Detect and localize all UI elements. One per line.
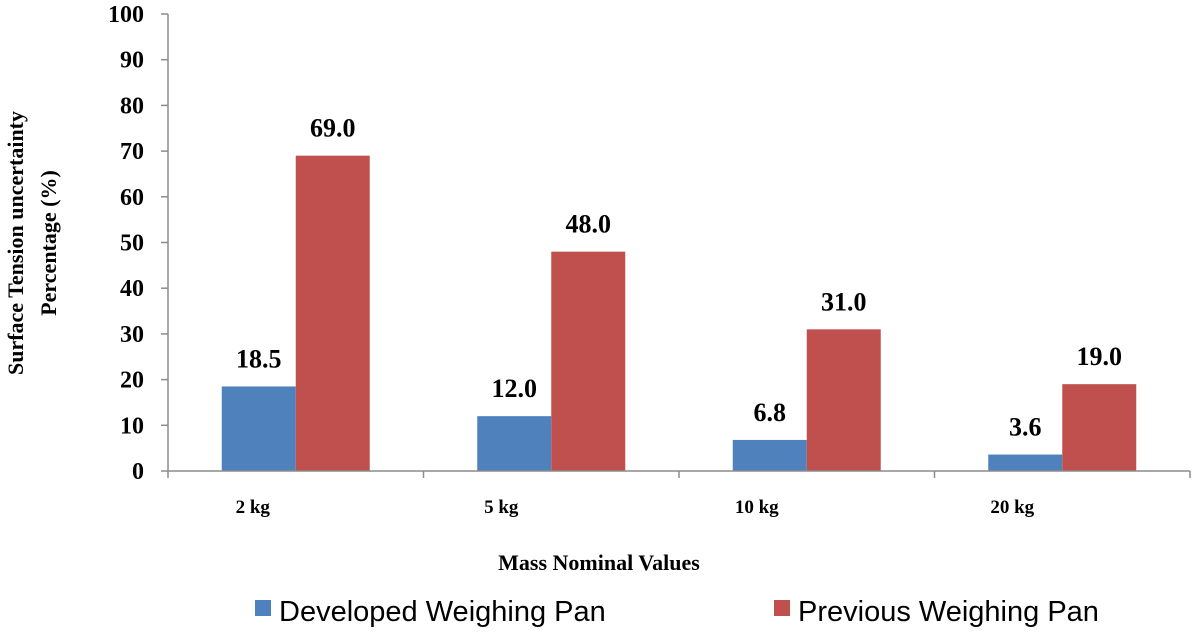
bar-value-label: 69.0	[310, 114, 356, 143]
bar-developed-10kg	[732, 439, 807, 471]
legend-label-developed: Developed Weighing Pan	[279, 596, 606, 628]
y-tick-label: 0	[132, 459, 144, 485]
y-tick-label: 10	[120, 413, 144, 439]
y-axis: 0 10 20 30 40 50 60 70 80 90 100	[108, 2, 169, 485]
bar-previous-10kg	[806, 329, 881, 471]
legend-swatch-developed	[255, 600, 271, 616]
y-tick-label: 30	[120, 322, 144, 348]
y-axis-title-line-2: Percentage (%)	[36, 170, 61, 316]
bar-previous-2kg	[295, 155, 370, 472]
bar-developed-2kg	[221, 386, 296, 471]
y-tick-label: 40	[120, 276, 144, 302]
legend: Developed Weighing Pan Previous Weighing…	[255, 596, 1099, 628]
bars	[221, 155, 1137, 472]
bar-developed-20kg	[988, 454, 1063, 471]
y-tick-label: 50	[120, 231, 144, 257]
y-tick-label: 20	[120, 368, 144, 394]
legend-item-developed: Developed Weighing Pan	[255, 596, 606, 628]
x-tick-label: 5 kg	[484, 497, 519, 518]
y-axis-title-line-1: Surface Tension uncertainty	[3, 111, 28, 375]
bar-value-label: 19.0	[1077, 342, 1123, 371]
x-axis: 2 kg 5 kg 10 kg 20 kg	[167, 470, 1191, 518]
bar-labels: 18.5 12.0 6.8 3.6 69.0 48.0 31.0 19.0	[236, 114, 1122, 442]
bar-value-label: 12.0	[492, 374, 538, 403]
bar-developed-5kg	[477, 416, 552, 471]
bar-previous-20kg	[1062, 384, 1137, 471]
bar-value-label: 31.0	[821, 287, 867, 316]
y-tick-label: 80	[120, 93, 144, 119]
bar-value-label: 18.5	[236, 344, 282, 373]
x-tick-label: 20 kg	[990, 497, 1034, 518]
y-tick-label: 70	[120, 139, 144, 165]
y-tick-label: 90	[120, 48, 144, 74]
bar-value-label: 6.8	[754, 398, 787, 427]
bar-previous-5kg	[551, 251, 626, 471]
y-tick-label: 60	[120, 185, 144, 211]
legend-item-previous: Previous Weighing Pan	[774, 596, 1099, 628]
x-tick-label: 2 kg	[236, 497, 271, 518]
bar-value-label: 48.0	[566, 210, 612, 239]
legend-swatch-previous	[774, 600, 790, 616]
x-axis-title: Mass Nominal Values	[498, 550, 700, 575]
legend-label-previous: Previous Weighing Pan	[798, 596, 1099, 628]
x-tick-label: 10 kg	[735, 497, 779, 518]
y-tick-label: 100	[108, 2, 144, 28]
y-axis-title: Surface Tension uncertainty Percentage (…	[3, 111, 61, 375]
bar-value-label: 3.6	[1009, 413, 1042, 442]
